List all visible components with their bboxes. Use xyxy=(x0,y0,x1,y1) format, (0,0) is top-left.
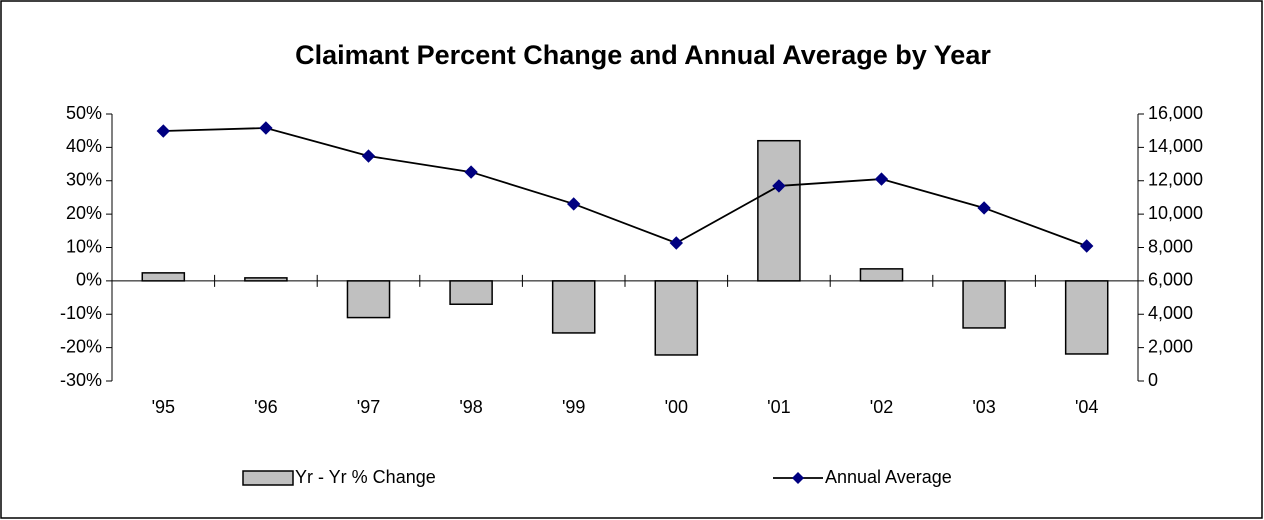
x-tick-label: '02 xyxy=(870,397,893,417)
x-tick-label: '98 xyxy=(459,397,482,417)
y-tick-label: 50% xyxy=(66,103,102,123)
x-tick-label: '04 xyxy=(1075,397,1098,417)
marker xyxy=(977,201,991,215)
marker xyxy=(874,172,889,186)
bar xyxy=(244,277,288,282)
y2-tick-label: 16,000 xyxy=(1148,103,1203,123)
y-tick-label: 0% xyxy=(76,270,102,290)
bar xyxy=(859,268,904,282)
marker xyxy=(464,165,478,179)
y2-tick-label: 4,000 xyxy=(1148,303,1193,323)
y2-tick-label: 0 xyxy=(1148,370,1158,390)
marker xyxy=(361,149,376,163)
x-tick-label: '01 xyxy=(767,397,790,417)
marker xyxy=(566,197,581,211)
x-tick-label: '95 xyxy=(152,397,175,417)
marker xyxy=(1079,239,1094,253)
y-tick-label: -30% xyxy=(60,370,102,390)
x-tick-label: '00 xyxy=(665,397,688,417)
legend-label: Annual Average xyxy=(825,467,952,487)
y-tick-label: 40% xyxy=(66,136,102,156)
y2-tick-label: 12,000 xyxy=(1148,170,1203,190)
bar xyxy=(654,280,699,356)
y2-tick-label: 14,000 xyxy=(1148,136,1203,156)
x-tick-label: '03 xyxy=(972,397,995,417)
y-tick-label: -20% xyxy=(60,336,102,356)
line xyxy=(163,127,1088,247)
bar xyxy=(962,280,1006,329)
y2-tick-label: 6,000 xyxy=(1148,270,1193,290)
marker xyxy=(156,124,171,138)
y-tick-label: 30% xyxy=(66,170,102,190)
y-tick-label: -10% xyxy=(60,303,102,323)
bar xyxy=(757,139,801,282)
legend-swatch xyxy=(242,470,294,486)
y-tick-label: 10% xyxy=(66,236,102,256)
marker xyxy=(772,179,786,193)
legend-label: Yr - Yr % Change xyxy=(295,467,436,487)
marker xyxy=(259,121,273,135)
x-tick-label: '96 xyxy=(254,397,277,417)
legend-marker xyxy=(792,472,804,484)
x-tick-label: '97 xyxy=(357,397,380,417)
bar xyxy=(449,280,493,305)
bar xyxy=(551,280,596,334)
bar xyxy=(346,280,391,319)
y2-tick-label: 10,000 xyxy=(1148,203,1203,223)
bar xyxy=(1064,280,1109,355)
y-tick-label: 20% xyxy=(66,203,102,223)
x-tick-label: '99 xyxy=(562,397,585,417)
marker xyxy=(669,236,684,250)
y2-tick-label: 8,000 xyxy=(1148,236,1193,256)
bar xyxy=(141,272,186,282)
y2-tick-label: 2,000 xyxy=(1148,336,1193,356)
chart-title: Claimant Percent Change and Annual Avera… xyxy=(295,40,991,70)
